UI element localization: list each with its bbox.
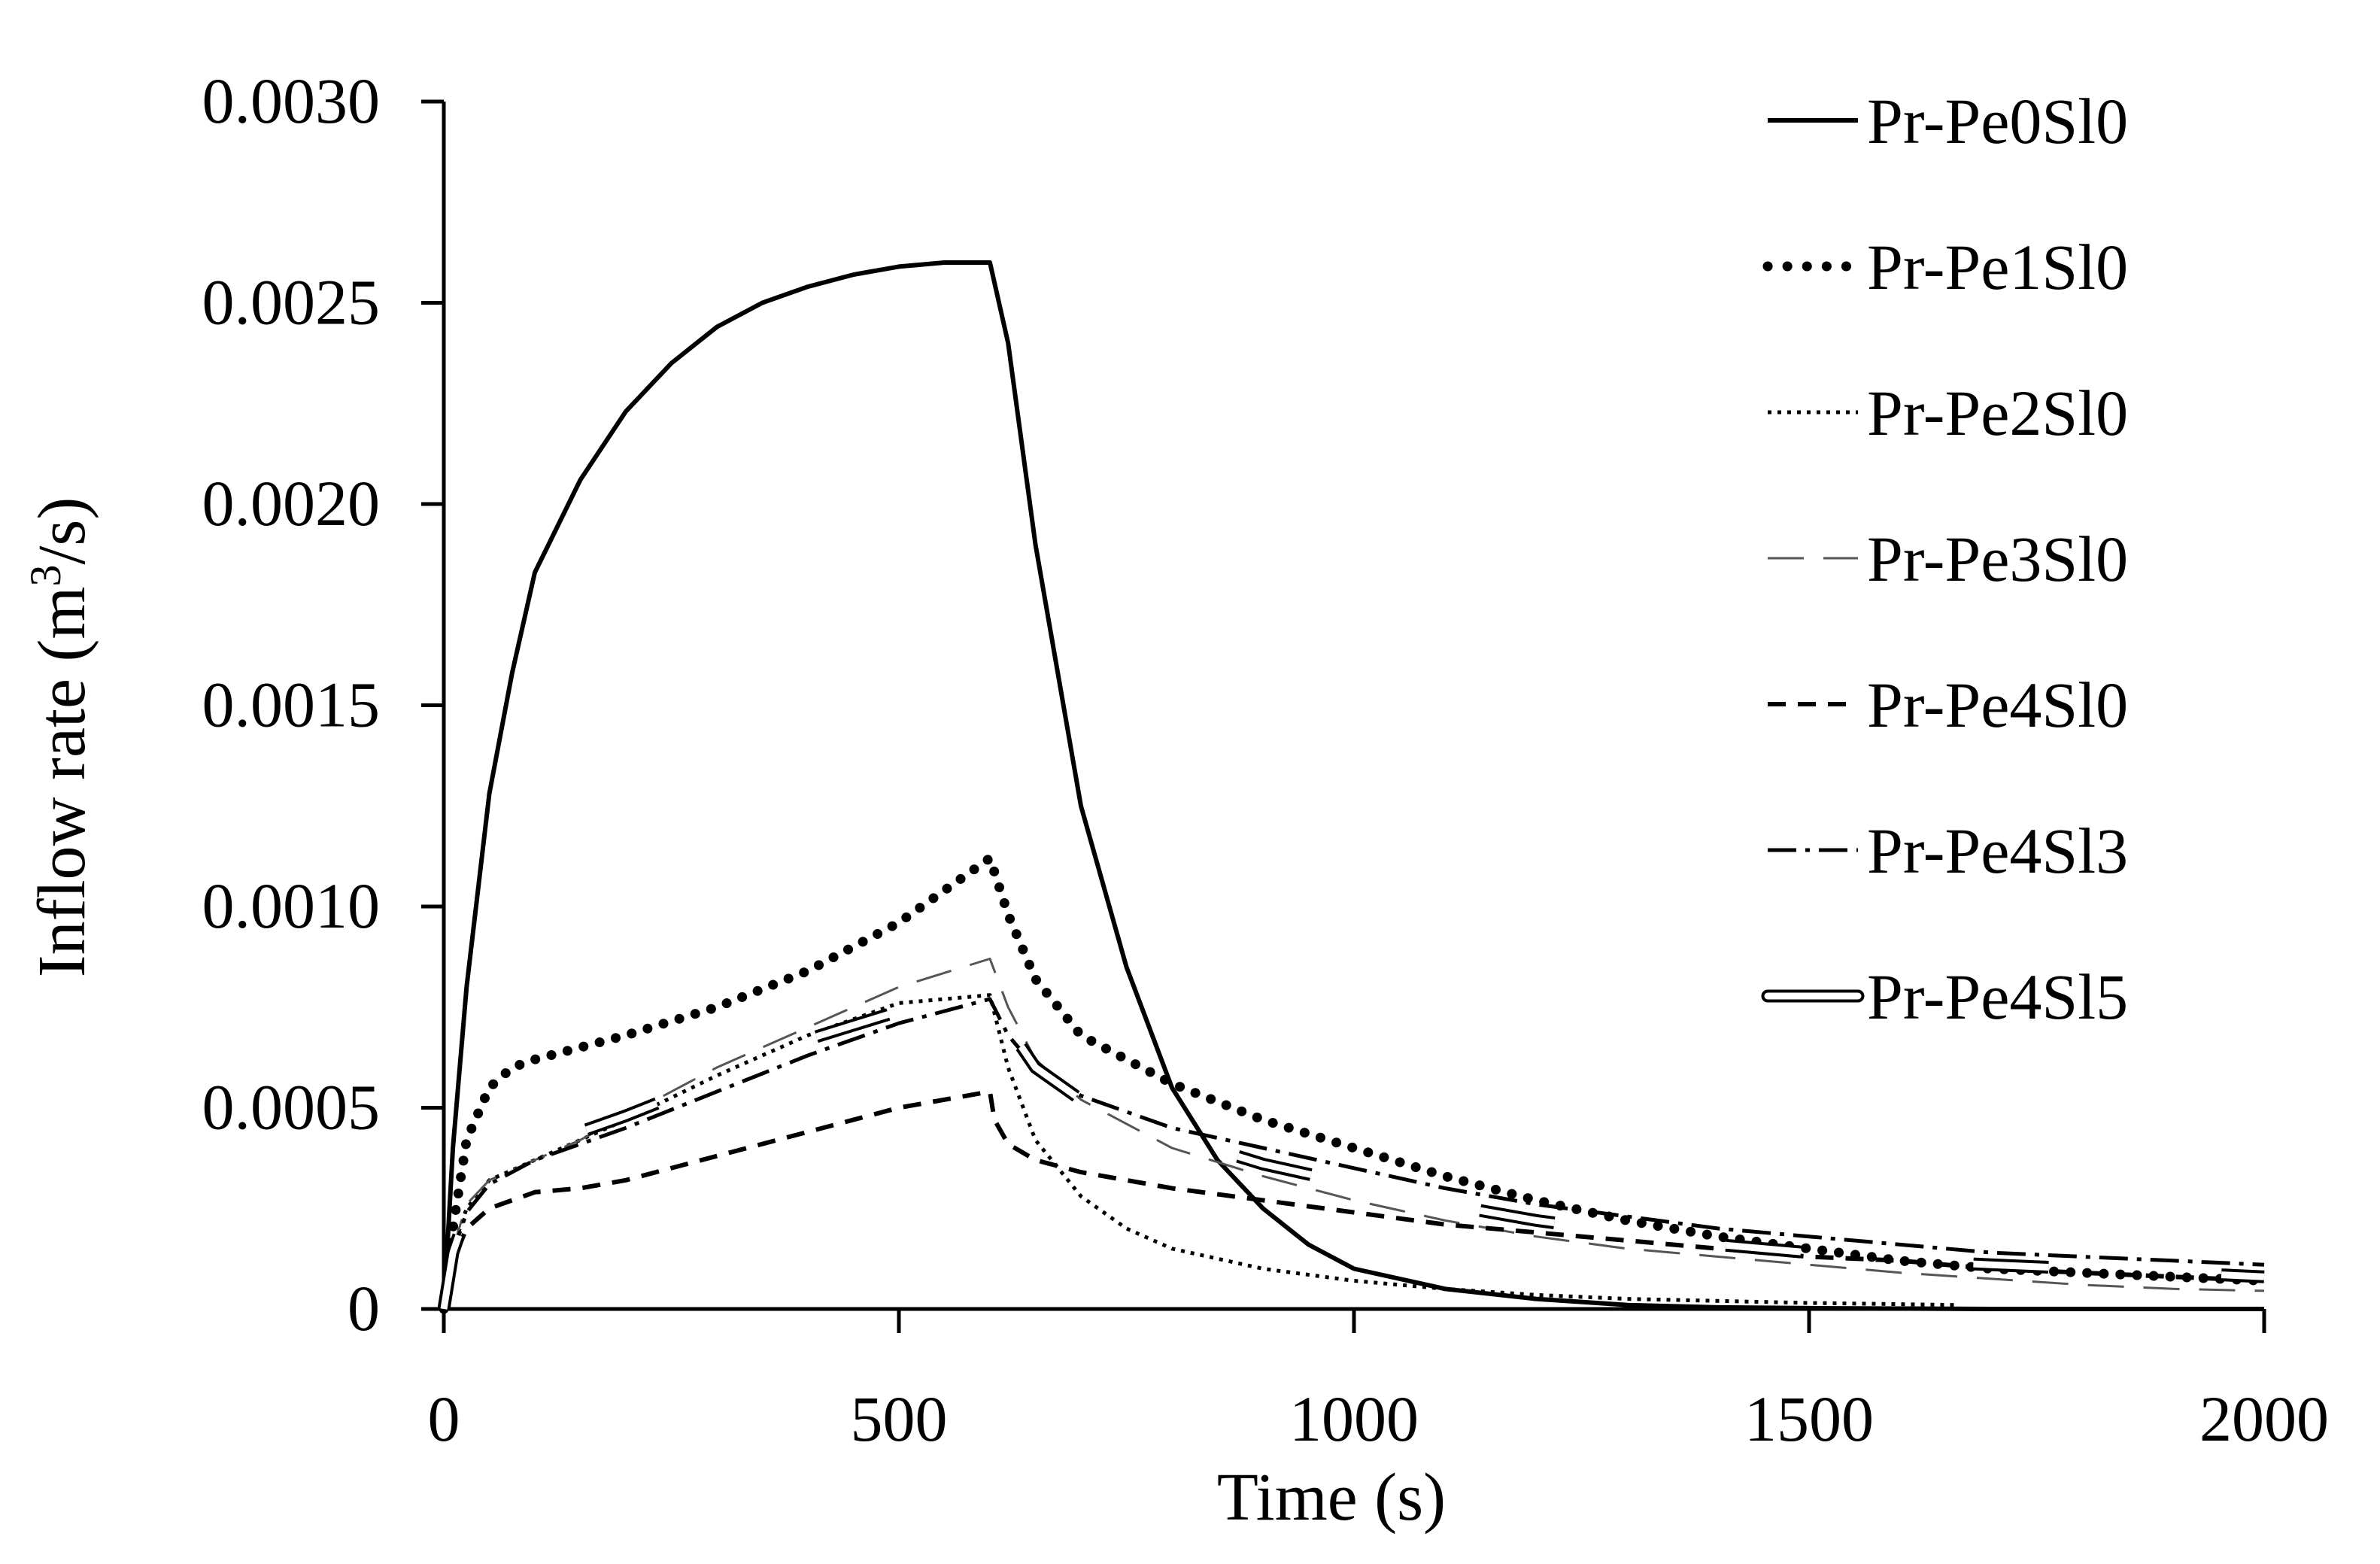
legend-label: Pr-Pe4Sl0 [1867,669,2128,741]
legend-label: Pr-Pe3Sl0 [1867,523,2128,595]
x-tick-label: 2000 [2199,1383,2329,1455]
y-tick-label: 0 [348,1272,380,1344]
y-tick-label: 0.0015 [202,669,381,741]
legend-label: Pr-Pe4Sl3 [1867,815,2128,887]
y-axis-title: Inflow rate (m3/s) [21,497,100,978]
y-axis-title-tail: /s) [25,497,99,565]
series-line-pr-pe4sl0 [442,1089,2265,1310]
y-axis-title-main: Inflow rate (m [25,587,99,978]
x-tick-label: 500 [851,1383,948,1455]
series-line-pr-pe4sl5-inner [440,983,2265,1310]
series-line-pr-pe0sl0 [442,260,2264,1311]
y-tick-label: 0.0025 [202,266,381,339]
x-tick-label: 1500 [1744,1383,1874,1455]
series-line-pr-pe1sl0 [439,853,2269,1314]
series-line-pr-pe3sl0 [442,958,2265,1310]
axes: 0 0.0005 0.0010 0.0015 0.0020 0.0025 0.0030 0 50… [202,65,2330,1455]
series-line-pr-pe2sl0 [442,993,1955,1310]
x-axis-title: Time (s) [1217,1460,1446,1535]
y-tick-label: 0.0020 [202,467,381,539]
legend: Pr-Pe0Sl0 Pr-Pe1Sl0 Pr-Pe2Sl0 Pr-Pe3Sl0 Pr-P… [1761,85,2128,1033]
plot-series [437,260,2269,1314]
x-tick-label: 1000 [1289,1383,1419,1455]
y-tick-label: 0.0030 [202,65,381,137]
series-line-pr-pe4sl3 [442,997,2265,1310]
legend-label: Pr-Pe0Sl0 [1867,85,2128,157]
legend-label: Pr-Pe2Sl0 [1867,377,2128,449]
y-axis-title-superscript: 3 [21,565,70,587]
legend-label: Pr-Pe1Sl0 [1867,231,2128,303]
legend-label: Pr-Pe4Sl5 [1867,961,2128,1033]
y-tick-label: 0.0010 [202,870,381,942]
y-tick-label: 0.0005 [202,1071,381,1143]
x-tick-label: 0 [428,1383,460,1455]
